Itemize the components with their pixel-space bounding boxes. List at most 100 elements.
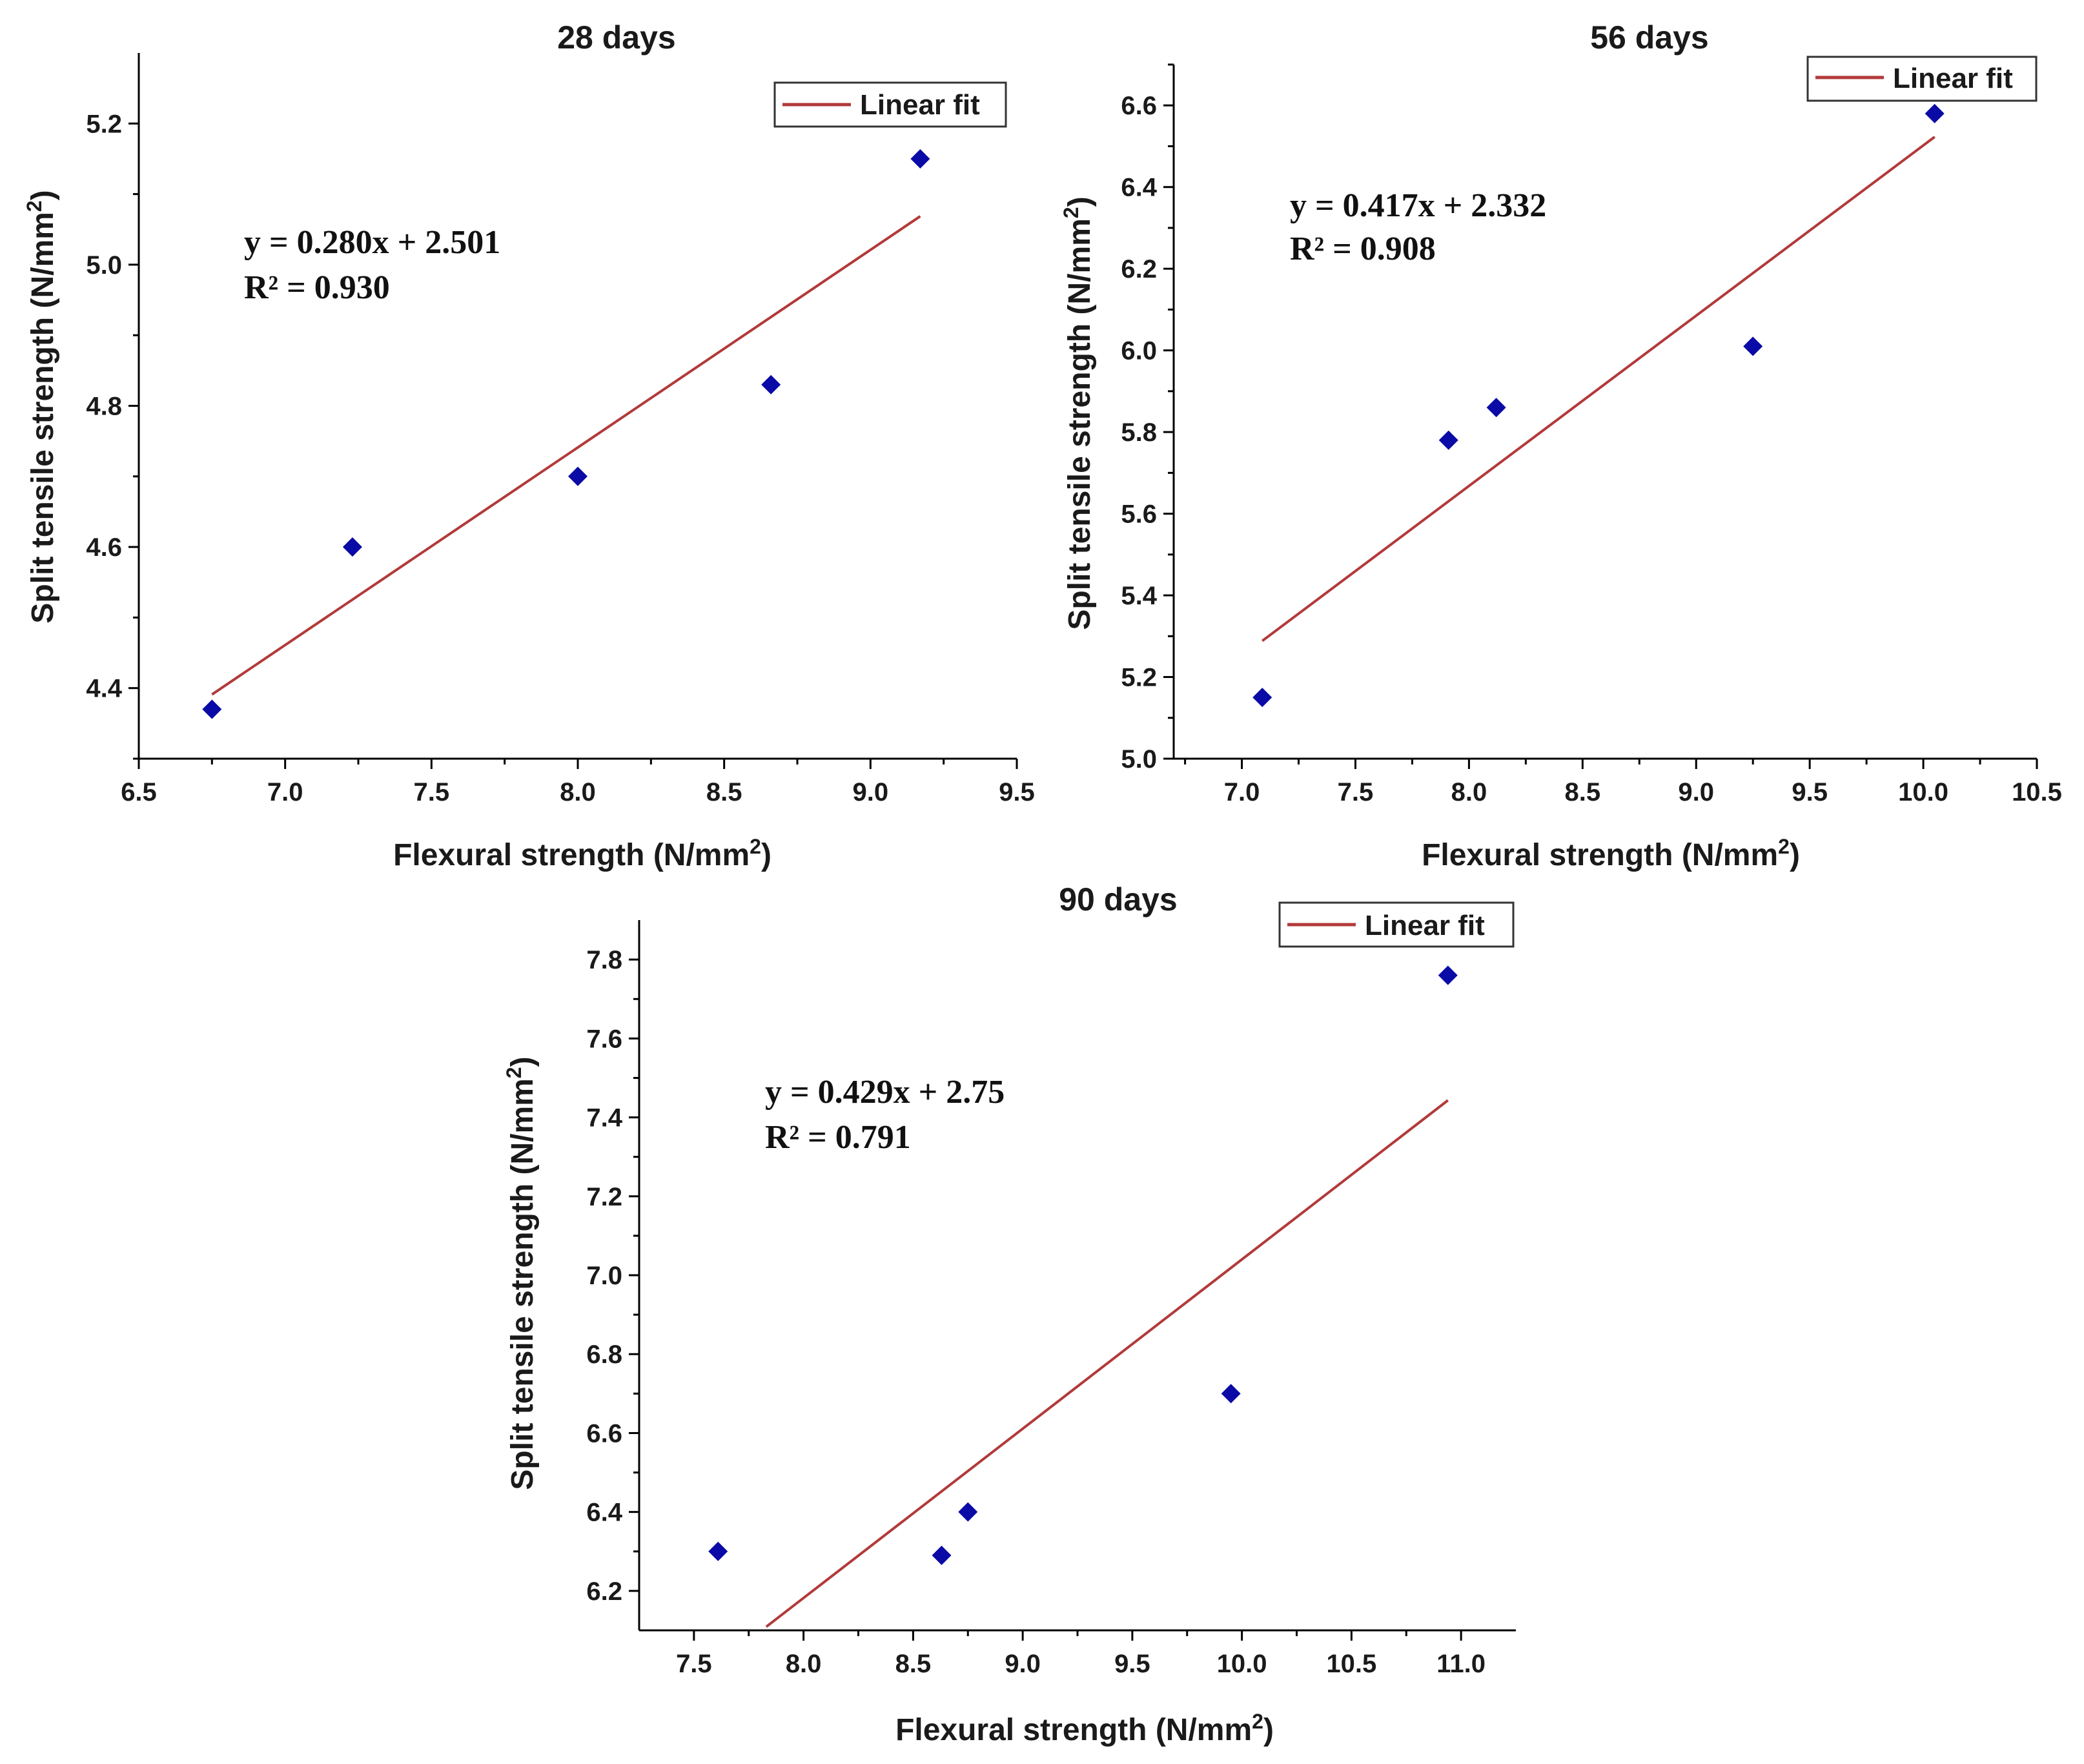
x-tick-label: 9.0 xyxy=(1005,1650,1041,1678)
x-tick-label: 8.0 xyxy=(560,778,596,806)
fit-equation: y = 0.429x + 2.75 xyxy=(765,1074,1005,1111)
legend-label: Linear fit xyxy=(860,89,980,121)
data-point xyxy=(1925,103,1945,123)
y-label-close: ) xyxy=(506,1056,540,1067)
data-point xyxy=(761,374,781,395)
legend-label: Linear fit xyxy=(1365,910,1485,941)
x-tick-label: 7.5 xyxy=(414,778,450,806)
y-tick-label: 6.0 xyxy=(1121,337,1157,365)
data-point xyxy=(958,1502,978,1522)
fit-equation: y = 0.280x + 2.501 xyxy=(244,224,500,261)
y-tick-label: 6.8 xyxy=(586,1340,622,1369)
x-tick-label: 7.5 xyxy=(676,1650,712,1678)
x-tick-label: 8.0 xyxy=(786,1650,822,1678)
y-label-superscript: 2 xyxy=(502,1067,526,1078)
data-point xyxy=(910,149,930,169)
x-tick-label: 9.5 xyxy=(1114,1650,1150,1678)
y-label-close: ) xyxy=(1063,196,1097,207)
x-tick-label: 8.5 xyxy=(895,1650,932,1678)
legend: Linear fit xyxy=(1806,56,2038,102)
fit-line-group xyxy=(1262,136,1936,642)
y-tick-label: 6.6 xyxy=(1121,92,1157,120)
x-tick-label: 7.5 xyxy=(1338,778,1374,806)
x-tick-label: 9.0 xyxy=(853,778,889,806)
data-point xyxy=(1486,398,1506,418)
panel-28-days: 28 days 6.5 7.0 7.5 8.0 8.5 9.0 9.5 4.4 4.6 4.8 5… xyxy=(23,19,1035,872)
y-label-close: ) xyxy=(26,190,60,200)
y-tick-label: 7.0 xyxy=(586,1262,622,1290)
y-tick-label: 6.6 xyxy=(586,1419,622,1448)
r-squared: R² = 0.930 xyxy=(244,269,390,306)
data-point xyxy=(1743,336,1763,356)
y-tick-label: 6.2 xyxy=(1121,255,1157,283)
x-axis-ticks: 6.5 7.0 7.5 8.0 8.5 9.0 9.5 xyxy=(121,759,1035,806)
legend: Linear fit xyxy=(1278,901,1515,948)
x-axis-label: Flexural strength (N/mm2) xyxy=(895,1710,1274,1747)
x-tick-label: 7.0 xyxy=(267,778,303,806)
x-axis-ticks: 7.0 7.5 8.0 8.5 9.0 9.5 10.0 10.5 xyxy=(1184,759,2062,806)
x-tick-label: 7.0 xyxy=(1224,778,1260,806)
panel-56-days: 56 days 7.0 7.5 8.0 8.5 9.0 9.5 10.0 10.5 5.05.… xyxy=(1059,19,2062,872)
y-tick-label: 4.8 xyxy=(86,393,122,421)
y-tick-label: 6.2 xyxy=(586,1577,622,1606)
y-axis-ticks: 4.4 4.6 4.8 5.0 5.2 xyxy=(86,110,139,760)
chart-title: 56 days xyxy=(1590,19,1708,56)
y-axis-ticks: 6.2 6.4 6.6 6.8 7.0 7.2 7.4 7.6 7.8 xyxy=(586,946,639,1606)
y-tick-label: 5.0 xyxy=(86,251,122,280)
x-tick-label: 8.5 xyxy=(706,778,742,806)
data-point xyxy=(1221,1384,1241,1404)
y-tick-label: 5.2 xyxy=(1121,664,1157,692)
y-tick-label: 7.2 xyxy=(586,1183,622,1211)
r-squared: R² = 0.908 xyxy=(1290,231,1436,267)
data-point xyxy=(568,466,587,486)
y-tick-label: 7.6 xyxy=(586,1025,622,1053)
x-label-close: ) xyxy=(1790,838,1800,872)
axes xyxy=(638,920,1516,1632)
legend-label: Linear fit xyxy=(1893,63,2013,94)
data-point xyxy=(1252,688,1272,708)
linear-fit-line xyxy=(211,215,921,696)
data-points xyxy=(202,149,930,719)
x-tick-label: 10.5 xyxy=(2012,778,2062,806)
y-tick-label: 6.4 xyxy=(586,1499,622,1527)
y-tick-label: 5.2 xyxy=(86,110,122,138)
y-label-superscript: 2 xyxy=(23,200,46,212)
x-axis-label: Flexural strength (N/mm2) xyxy=(393,835,771,872)
y-label-text: Split tensile strength (N/mm xyxy=(26,212,60,623)
x-label-text: Flexural strength (N/mm xyxy=(895,1713,1252,1747)
x-tick-label: 6.5 xyxy=(121,778,157,806)
x-tick-label: 8.0 xyxy=(1451,778,1487,806)
x-axis-ticks: 7.5 8.0 8.5 9.0 9.5 10.0 10.5 11.0 xyxy=(676,1630,1486,1678)
data-points xyxy=(708,965,1458,1565)
y-axis-ticks: 5.0 5.2 5.4 5.6 5.8 6.0 6.2 6.4 6.6 xyxy=(1121,63,1174,774)
panel-90-days: 90 days 7.5 8.0 8.5 9.0 9.5 10.0 10.5 11.0 6.26… xyxy=(502,881,1516,1747)
y-tick-label: 5.0 xyxy=(1121,745,1157,774)
fit-equation: y = 0.417x + 2.332 xyxy=(1290,187,1546,224)
data-point xyxy=(708,1541,728,1561)
fit-line-group xyxy=(765,1099,1449,1628)
data-point xyxy=(342,537,362,557)
linear-fit-line xyxy=(765,1099,1449,1628)
y-tick-label: 7.4 xyxy=(586,1104,622,1133)
x-axis-label: Flexural strength (N/mm2) xyxy=(1422,835,1800,872)
y-label-text: Split tensile strength (N/mm xyxy=(506,1078,540,1490)
x-tick-label: 10.5 xyxy=(1326,1650,1376,1678)
legend-box xyxy=(773,81,1007,128)
x-label-text: Flexural strength (N/mm xyxy=(1422,838,1778,872)
x-label-superscript: 2 xyxy=(750,835,761,858)
axes xyxy=(1172,65,2037,760)
data-points xyxy=(1252,103,1945,708)
y-axis-label: Split tensile strength (N/mm2) xyxy=(1059,196,1097,630)
x-tick-label: 9.5 xyxy=(1792,778,1828,806)
y-tick-label: 5.6 xyxy=(1121,500,1157,529)
axes xyxy=(138,53,1017,760)
x-label-superscript: 2 xyxy=(1778,835,1790,858)
y-tick-label: 4.6 xyxy=(86,533,122,562)
fit-line-group xyxy=(211,215,921,696)
y-axis-label: Split tensile strength (N/mm2) xyxy=(502,1056,540,1490)
x-label-close: ) xyxy=(1263,1713,1274,1747)
y-axis-label: Split tensile strength (N/mm2) xyxy=(23,190,60,623)
y-tick-label: 4.4 xyxy=(86,675,122,703)
y-tick-label: 5.8 xyxy=(1121,418,1157,447)
